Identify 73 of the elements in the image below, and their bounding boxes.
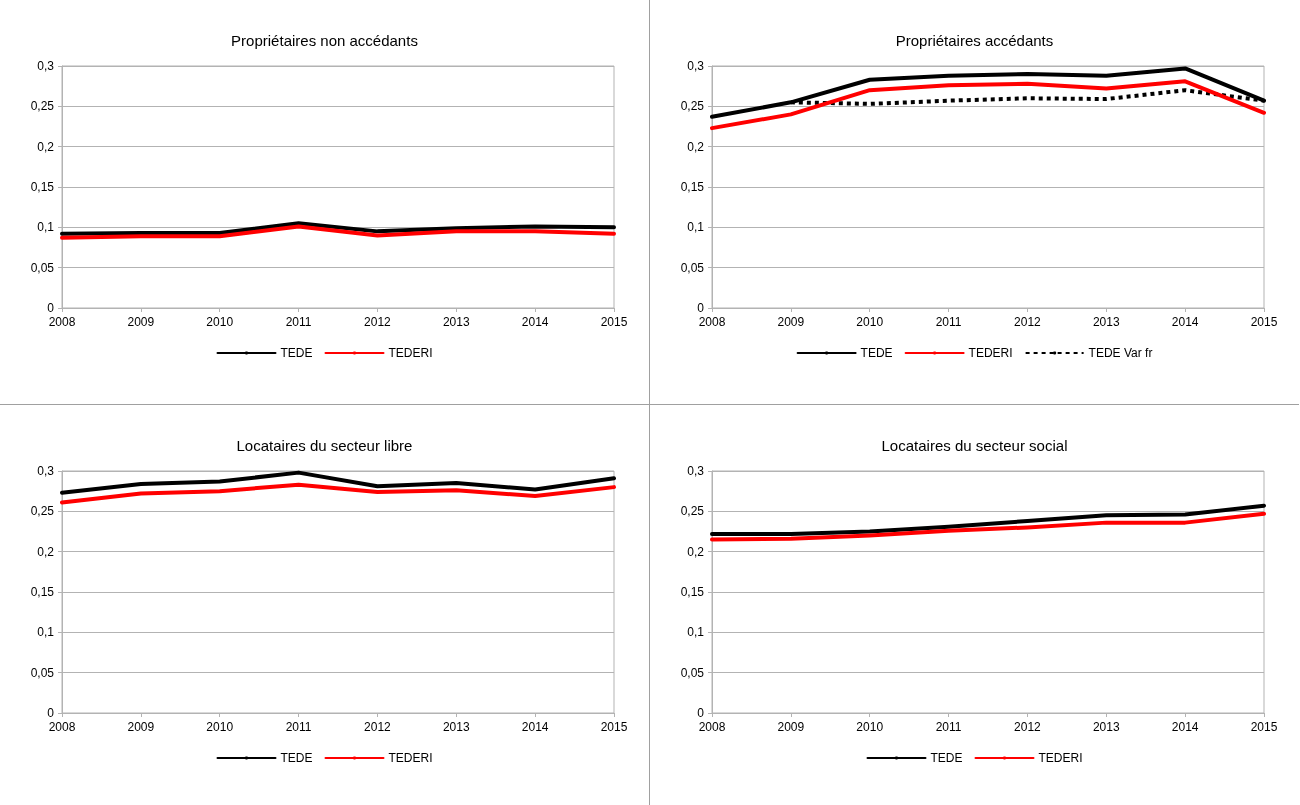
x-tick-label: 2013	[442, 720, 470, 734]
legend-label: TEDE Var fr	[1088, 346, 1153, 360]
x-tick-label: 2013	[442, 315, 470, 329]
x-tick-label: 2015	[600, 315, 628, 329]
x-tick-label: 2012	[364, 315, 392, 329]
y-tick-label: 0,05	[680, 260, 705, 275]
y-tick-label: 0,15	[30, 180, 55, 194]
y-tick-label: 0,1	[687, 625, 705, 640]
legend-label: TEDE	[930, 751, 963, 765]
y-tick-label: 0	[47, 706, 55, 720]
x-tick-label: 2010	[856, 720, 884, 734]
x-tick-label: 2010	[856, 315, 884, 329]
x-tick-label: 2011	[935, 315, 962, 329]
chart-title: Propriétaires accédants	[895, 32, 1054, 49]
x-tick-label: 2014	[521, 315, 549, 329]
legend-label: TEDERI	[388, 346, 433, 360]
x-tick-label: 2008	[698, 315, 726, 329]
chart-title: Locataires du secteur libre	[236, 437, 413, 454]
y-tick-label: 0,1	[37, 625, 55, 640]
y-tick-label: 0,05	[30, 260, 55, 275]
y-tick-label: 0,15	[680, 180, 705, 194]
y-tick-label: 0,2	[37, 139, 55, 154]
y-tick-label: 0,3	[687, 59, 705, 73]
y-tick-label: 0,3	[37, 59, 55, 73]
legend-label: TEDERI	[968, 346, 1013, 360]
legend-label: TEDE	[280, 346, 313, 360]
y-tick-label: 0,15	[30, 585, 55, 599]
x-tick-label: 2009	[127, 720, 155, 734]
y-tick-label: 0,25	[30, 504, 55, 519]
x-tick-label: 2011	[935, 720, 962, 734]
y-tick-label: 0,2	[687, 544, 705, 559]
chart-title: Propriétaires non accédants	[231, 32, 418, 49]
x-tick-label: 2013	[1092, 720, 1120, 734]
legend-label: TEDERI	[1038, 751, 1083, 765]
x-tick-label: 2009	[127, 315, 155, 329]
legend-label: TEDE	[280, 751, 313, 765]
x-tick-label: 2012	[1014, 315, 1042, 329]
x-tick-label: 2012	[364, 720, 392, 734]
x-tick-label: 2008	[698, 720, 726, 734]
x-tick-label: 2008	[48, 315, 76, 329]
x-tick-label: 2015	[1250, 720, 1278, 734]
y-tick-label: 0,25	[680, 504, 705, 519]
x-tick-label: 2009	[777, 315, 805, 329]
x-tick-label: 2008	[48, 720, 76, 734]
y-tick-label: 0	[697, 706, 705, 720]
y-tick-label: 0,05	[680, 665, 705, 680]
chart-title: Locataires du secteur social	[881, 437, 1068, 454]
y-tick-label: 0,25	[30, 99, 55, 114]
y-tick-label: 0	[47, 301, 55, 315]
x-tick-label: 2015	[1250, 315, 1278, 329]
y-tick-label: 0,3	[37, 464, 55, 478]
legend-label: TEDE	[860, 346, 893, 360]
x-tick-label: 2009	[777, 720, 805, 734]
y-tick-label: 0,1	[687, 220, 705, 235]
x-tick-label: 2011	[285, 720, 312, 734]
y-tick-label: 0,15	[680, 585, 705, 599]
x-tick-label: 2011	[285, 315, 312, 329]
x-tick-label: 2012	[1014, 720, 1042, 734]
legend-label: TEDERI	[388, 751, 433, 765]
y-tick-label: 0,1	[37, 220, 55, 235]
x-tick-label: 2010	[206, 720, 234, 734]
y-tick-label: 0,25	[680, 99, 705, 114]
x-tick-label: 2014	[521, 720, 549, 734]
y-tick-label: 0	[697, 301, 705, 315]
y-tick-label: 0,2	[37, 544, 55, 559]
y-tick-label: 0,2	[687, 139, 705, 154]
y-tick-label: 0,05	[30, 665, 55, 680]
x-tick-label: 2010	[206, 315, 234, 329]
x-tick-label: 2014	[1171, 720, 1199, 734]
x-tick-label: 2014	[1171, 315, 1199, 329]
y-tick-label: 0,3	[687, 464, 705, 478]
x-tick-label: 2013	[1092, 315, 1120, 329]
x-tick-label: 2015	[600, 720, 628, 734]
